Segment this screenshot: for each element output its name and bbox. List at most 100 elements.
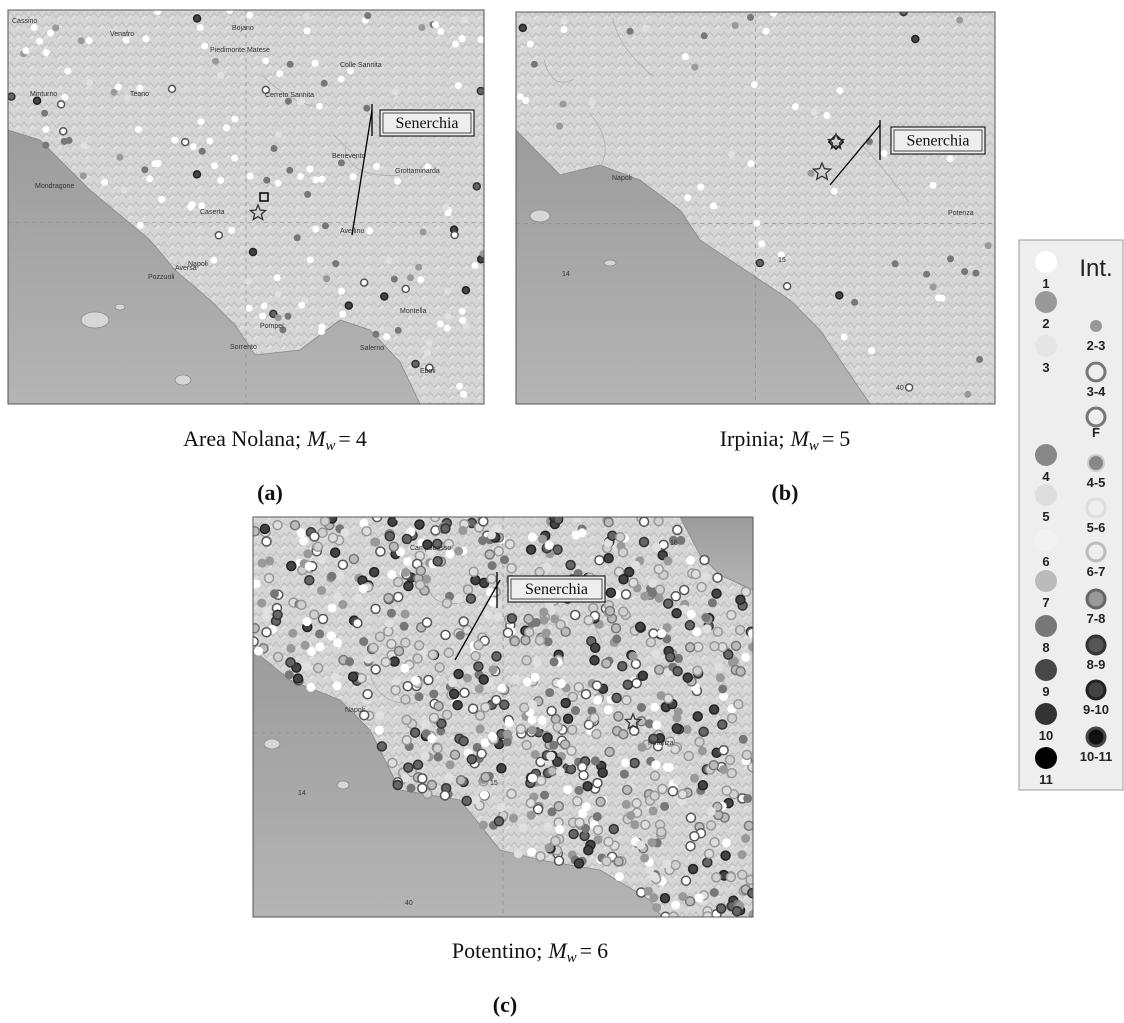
place-name: Cerreto Sannita <box>265 92 314 99</box>
observation-dot <box>553 723 562 732</box>
observation-dot <box>294 234 301 241</box>
observation-dot <box>462 287 469 294</box>
observation-dot <box>784 283 791 290</box>
observation-dot <box>115 84 122 91</box>
observation-dot <box>42 126 49 133</box>
legend-swatch <box>1035 529 1057 551</box>
magnitude-symbol: M <box>790 426 811 451</box>
observation-dot <box>338 288 345 295</box>
observation-dot <box>120 186 127 193</box>
observation-dot <box>563 785 572 794</box>
observation-dot <box>287 61 294 68</box>
caption-text: Potentino; <box>452 938 542 963</box>
observation-dot <box>154 8 161 15</box>
legend-label: 4-5 <box>1087 475 1106 490</box>
place-name: Potenza <box>948 210 974 217</box>
observation-dot <box>638 743 647 752</box>
observation-dot <box>210 257 217 264</box>
observation-dot <box>169 85 176 92</box>
observation-dot <box>307 256 314 263</box>
observation-dot <box>332 260 339 267</box>
observation-dot <box>413 654 422 663</box>
observation-dot <box>535 568 544 577</box>
observation-dot <box>664 694 673 703</box>
observation-dot <box>480 250 487 257</box>
observation-dot <box>703 624 712 633</box>
observation-dot <box>614 857 623 866</box>
observation-dot <box>695 893 704 902</box>
observation-dot <box>363 690 372 699</box>
observation-dot <box>8 93 15 100</box>
observation-dot <box>868 347 875 354</box>
observation-dot <box>881 150 888 157</box>
observation-dot <box>481 703 490 712</box>
observation-dot <box>689 865 698 874</box>
legend-label: 2-3 <box>1087 338 1106 353</box>
observation-dot <box>733 907 742 916</box>
observation-dot <box>182 139 189 146</box>
observation-dot <box>463 674 472 683</box>
observation-dot <box>602 857 611 866</box>
observation-dot <box>741 653 750 662</box>
observation-dot <box>545 688 554 697</box>
observation-dot <box>297 173 304 180</box>
observation-dot <box>42 142 49 149</box>
observation-dot <box>418 784 427 793</box>
legend-label: 1 <box>1042 276 1049 291</box>
observation-dot <box>480 791 489 800</box>
observation-dot <box>680 586 689 595</box>
observation-dot <box>479 821 488 830</box>
observation-dot <box>701 613 710 622</box>
observation-dot <box>307 647 316 656</box>
observation-dot <box>433 557 442 566</box>
legend-label: 5-6 <box>1087 520 1106 535</box>
observation-dot <box>388 759 397 768</box>
observation-dot <box>61 138 68 145</box>
observation-dot <box>36 38 43 45</box>
observation-dot <box>404 582 413 591</box>
observation-dot <box>665 763 674 772</box>
observation-dot <box>370 538 379 547</box>
observation-dot <box>305 562 314 571</box>
observation-dot <box>401 568 410 577</box>
observation-dot <box>445 773 454 782</box>
place-name: Eboli <box>420 368 436 375</box>
place-name: Cassino <box>12 18 37 25</box>
observation-dot <box>231 116 238 123</box>
observation-dot <box>535 636 544 645</box>
observation-dot <box>319 615 328 624</box>
observation-dot <box>473 183 480 190</box>
observation-dot <box>710 888 719 897</box>
observation-dot <box>500 555 509 564</box>
legend-swatch <box>1087 543 1105 561</box>
observation-dot <box>736 626 745 635</box>
observation-dot <box>636 840 645 849</box>
observation-dot <box>540 616 549 625</box>
observation-dot <box>738 850 747 859</box>
observation-dot <box>739 735 748 744</box>
observation-dot <box>556 620 565 629</box>
observation-dot <box>494 547 503 556</box>
observation-dot <box>262 537 271 546</box>
legend-swatch <box>1090 320 1102 332</box>
observation-dot <box>495 817 504 826</box>
place-name: Bojano <box>232 25 254 32</box>
observation-dot <box>474 662 483 671</box>
observation-dot <box>606 588 615 597</box>
observation-dot <box>52 24 59 31</box>
callout-label: Senerchia <box>525 581 588 598</box>
observation-dot <box>682 53 689 60</box>
observation-dot <box>261 302 268 309</box>
observation-dot <box>546 752 555 761</box>
observation-dot <box>305 576 314 585</box>
observation-dot <box>437 320 444 327</box>
island <box>530 210 550 222</box>
observation-dot <box>678 790 687 799</box>
observation-dot <box>488 732 497 741</box>
observation-dot <box>537 776 546 785</box>
observation-dot <box>362 527 371 536</box>
observation-dot <box>707 821 716 830</box>
observation-dot <box>638 671 647 680</box>
observation-dot <box>469 567 478 576</box>
observation-dot <box>640 538 649 547</box>
